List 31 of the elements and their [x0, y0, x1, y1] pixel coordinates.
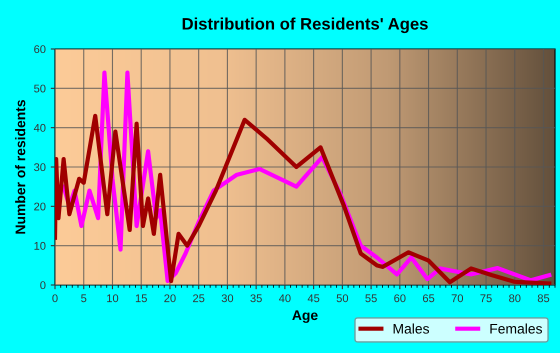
x-tick-label: 30: [222, 294, 234, 302]
x-tick-label: 20: [164, 294, 176, 302]
chart-title: Distribution of Residents' Ages: [182, 17, 428, 34]
x-tick-label: 25: [193, 294, 204, 302]
x-tick-label: 75: [480, 294, 492, 302]
x-tick-label: 15: [136, 294, 147, 302]
x-tick-label: 5: [81, 294, 86, 302]
y-tick-label: 30: [34, 163, 46, 172]
x-tick-label: 0: [52, 294, 58, 302]
y-axis-title: Number of residents: [15, 100, 26, 234]
x-tick-label: 40: [278, 294, 291, 302]
x-tick-label: 85: [538, 294, 550, 302]
x-tick-label: 70: [452, 294, 464, 302]
legend-label: Males: [394, 323, 430, 334]
line-series: [55, 114, 552, 285]
x-tick-label: 35: [250, 294, 262, 302]
x-tick-label: 60: [394, 294, 406, 302]
y-tick-label: 10: [34, 242, 46, 250]
x-axis-title: Age: [292, 310, 318, 323]
x-tick-label: 80: [509, 294, 521, 302]
y-tick-label: 20: [34, 202, 46, 210]
x-tick-label: 50: [336, 294, 348, 302]
legend-label: Females: [490, 323, 542, 334]
x-tick-label: 55: [365, 294, 377, 302]
x-tick-label: 45: [308, 294, 320, 302]
x-tick-label: 10: [107, 294, 118, 302]
y-tick-label: 60: [34, 45, 46, 54]
y-tick-label: 0: [40, 281, 46, 290]
x-tick-label: 65: [422, 294, 434, 302]
y-tick-label: 40: [34, 124, 46, 132]
y-tick-label: 50: [34, 84, 46, 92]
